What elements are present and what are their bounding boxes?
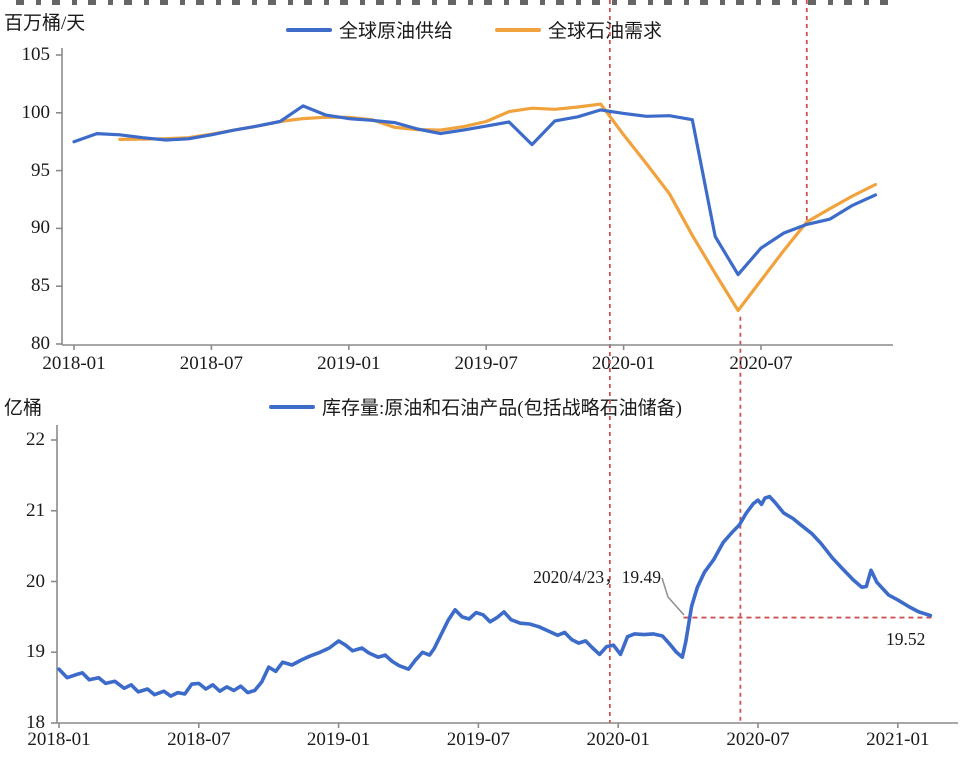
bottom-x-tick-label: 2018-07 xyxy=(167,729,231,750)
bottom-y-tick-label: 22 xyxy=(26,429,45,450)
bottom-chart-legend: 库存量:原油和石油产品(包括战略石油储备) xyxy=(269,393,682,420)
bottom-x-tick-label: 2019-07 xyxy=(446,729,511,750)
bottom-y-tick-label: 20 xyxy=(26,570,45,592)
top-y-tick-label: 95 xyxy=(31,159,50,181)
bottom-x-tick-label: 2020-01 xyxy=(586,729,650,750)
demand-line-swatch xyxy=(495,27,542,32)
supply-line-swatch xyxy=(286,27,332,32)
bottom-y-tick-label: 19 xyxy=(26,641,45,663)
top-x-tick-label: 2019-07 xyxy=(454,353,518,374)
top-y-tick-label: 85 xyxy=(31,275,50,297)
legend-item-inventory: 库存量:原油和石油产品(包括战略石油储备) xyxy=(269,393,682,420)
inventory-line xyxy=(57,494,933,698)
bottom-x-tick-label: 2019-01 xyxy=(306,729,371,750)
top-x-tick-label: 2020-07 xyxy=(729,353,793,374)
bottom-chart-unit-label: 亿桶 xyxy=(4,398,43,419)
cropped-title-strip xyxy=(16,0,894,5)
supply-line xyxy=(72,104,878,277)
inventory-line-swatch xyxy=(269,404,315,409)
bottom-x-tick-label: 2021-01 xyxy=(866,729,930,750)
top-x-tick-label: 2020-01 xyxy=(591,353,656,374)
legend-item-demand: 全球石油需求 xyxy=(495,16,662,43)
legend-label-demand: 全球石油需求 xyxy=(548,21,663,42)
bottom-x-tick-label: 2018-01 xyxy=(27,729,91,750)
top-y-tick-label: 80 xyxy=(31,333,50,354)
top-chart-unit-label: 百万桶/天 xyxy=(4,13,86,34)
legend-item-supply: 全球原油供给 xyxy=(286,16,453,43)
bottom-x-tick-label: 2020-07 xyxy=(726,729,790,750)
top-y-tick-label: 90 xyxy=(31,217,50,239)
top-x-tick-label: 2018-07 xyxy=(179,353,244,374)
demand-line xyxy=(118,102,878,313)
legend-label-inventory: 库存量:原油和石油产品(包括战略石油储备) xyxy=(322,398,682,419)
top-x-tick-label: 2019-01 xyxy=(317,353,381,374)
callout-leader-line xyxy=(661,577,685,616)
legend-label-supply: 全球原油供给 xyxy=(339,21,454,42)
inventory-date-callout: 2020/4/23，19.49 xyxy=(533,567,661,587)
bottom-y-tick-label: 18 xyxy=(26,712,45,733)
inventory-end-value-label: 19.52 xyxy=(886,629,926,649)
top-y-tick-label: 105 xyxy=(21,44,51,65)
top-chart-legend: 全球原油供给 全球石油需求 xyxy=(286,16,662,43)
top-y-tick-label: 100 xyxy=(21,101,51,123)
top-x-tick-label: 2018-01 xyxy=(42,353,106,374)
bottom-y-tick-label: 21 xyxy=(26,499,45,521)
